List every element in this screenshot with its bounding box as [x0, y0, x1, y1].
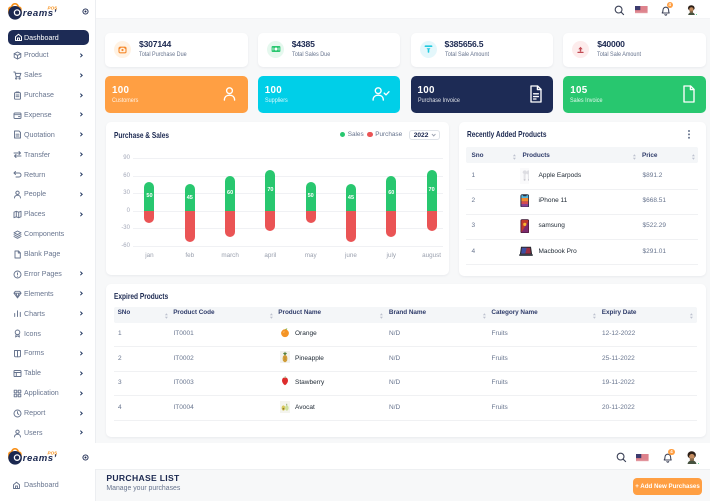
svg-text:POS: POS: [48, 5, 59, 10]
svg-text:POS: POS: [48, 450, 59, 455]
svg-text:reams’: reams’: [23, 453, 57, 464]
svg-text:reams’: reams’: [23, 8, 57, 19]
